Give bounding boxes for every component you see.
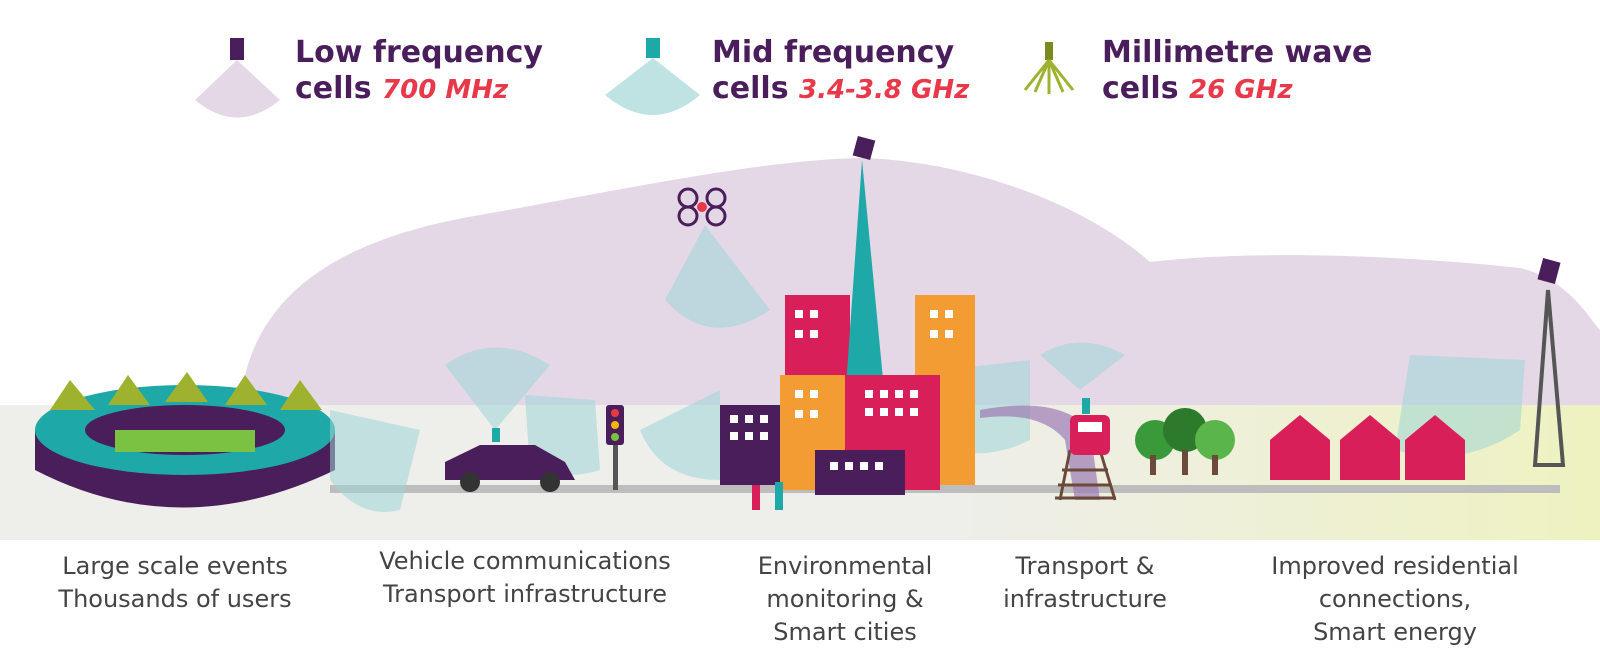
caption-line: Large scale events bbox=[62, 552, 287, 580]
car bbox=[445, 428, 575, 492]
legend-line: cells 26 GHz bbox=[1102, 71, 1293, 106]
caption-line: Improved residential bbox=[1271, 552, 1519, 580]
legend-cells: cells bbox=[295, 71, 372, 106]
beam bbox=[640, 390, 720, 480]
caption-line: Smart cities bbox=[773, 618, 916, 646]
caption-line: Environmental bbox=[758, 552, 933, 580]
city bbox=[720, 136, 975, 510]
legend-icons bbox=[195, 38, 1075, 118]
caption-line: Vehicle communications bbox=[379, 547, 671, 575]
road bbox=[330, 485, 1560, 493]
legend-frequency: 700 MHz bbox=[382, 75, 509, 105]
railway bbox=[980, 398, 1117, 501]
legend-name: Low frequency bbox=[295, 35, 543, 70]
legend-frequency: 3.4-3.8 GHz bbox=[799, 75, 970, 105]
legend-cells: cells bbox=[1102, 71, 1179, 106]
low-frequency-coverage bbox=[240, 158, 1600, 405]
beam bbox=[665, 225, 770, 328]
houses bbox=[1270, 415, 1465, 480]
caption-line: Smart energy bbox=[1313, 618, 1477, 646]
caption-line: monitoring & bbox=[766, 585, 923, 613]
caption-line: connections, bbox=[1319, 585, 1471, 613]
beam bbox=[445, 347, 550, 430]
caption-line: Transport & bbox=[1015, 552, 1155, 580]
beam bbox=[1040, 342, 1125, 390]
caption-line: Transport infrastructure bbox=[382, 580, 667, 608]
legend-frequency: 26 GHz bbox=[1189, 75, 1293, 105]
legend-line: cells 700 MHz bbox=[295, 71, 509, 106]
legend-name: Mid frequency bbox=[712, 35, 955, 70]
legend-line: cells 3.4-3.8 GHz bbox=[712, 71, 970, 106]
captions: Large scale events Thousands of users Vehi… bbox=[57, 547, 1518, 646]
trees bbox=[1135, 408, 1235, 475]
stadium bbox=[35, 372, 335, 508]
legend-cells: cells bbox=[712, 71, 789, 106]
mast bbox=[1532, 258, 1566, 467]
legend-name: Millimetre wave bbox=[1102, 35, 1372, 70]
traffic-light bbox=[606, 405, 624, 490]
caption-line: Thousands of users bbox=[57, 585, 291, 613]
caption-line: infrastructure bbox=[1003, 585, 1167, 613]
drone bbox=[677, 187, 727, 227]
beam bbox=[330, 410, 420, 512]
